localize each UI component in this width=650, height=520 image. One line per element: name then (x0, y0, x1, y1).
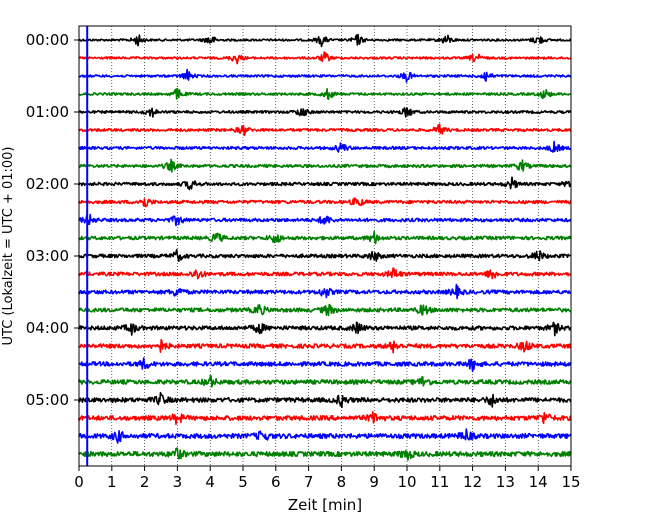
x-tick-label: 15 (561, 473, 580, 491)
trace-00:30 (78, 68, 572, 83)
y-tick-label: 03:00 (26, 247, 69, 265)
trace-05:15 (78, 411, 572, 426)
trace-04:30 (78, 357, 572, 373)
trace-02:45 (78, 230, 572, 245)
plot-frame (78, 25, 572, 467)
trace-02:15 (78, 197, 572, 208)
y-axis-ticks: 00:00 01:00 02:00 03:00 04:00 05:00 (26, 31, 79, 409)
trace-03:00 (78, 248, 572, 262)
x-tick-label: 6 (271, 473, 281, 491)
trace-05:45 (78, 447, 572, 461)
x-axis-label: Zeit [min] (288, 496, 362, 514)
x-tick-label: 7 (304, 473, 314, 491)
x-tick-label: 5 (238, 473, 248, 491)
y-tick-label: 04:00 (26, 319, 69, 337)
x-tick-label: 1 (107, 473, 117, 491)
x-tick-label: 11 (430, 473, 449, 491)
x-tick-label: 13 (496, 473, 515, 491)
trace-02:00 (78, 176, 572, 191)
y-tick-label: 01:00 (26, 103, 69, 121)
trace-01:15 (78, 123, 572, 137)
trace-04:15 (78, 338, 572, 354)
trace-01:00 (78, 107, 572, 118)
x-tick-label: 14 (529, 473, 548, 491)
trace-03:30 (78, 283, 572, 300)
trace-05:00 (78, 391, 572, 409)
seismic-traces (78, 33, 572, 461)
trace-03:15 (78, 267, 572, 280)
x-tick-label: 10 (397, 473, 416, 491)
trace-01:30 (78, 140, 572, 153)
grid-lines (111, 26, 539, 466)
x-tick-label: 2 (140, 473, 150, 491)
y-tick-label: 00:00 (26, 31, 69, 49)
trace-01:45 (78, 158, 572, 173)
trace-02:30 (78, 213, 572, 227)
trace-04:45 (78, 374, 572, 388)
x-tick-label: 12 (463, 473, 482, 491)
trace-04:00 (78, 321, 572, 337)
trace-05:30 (78, 428, 572, 444)
y-axis-label: UTC (Lokalzeit = UTC + 01:00) (1, 147, 16, 346)
trace-00:00 (78, 33, 572, 48)
x-tick-label: 3 (173, 473, 183, 491)
y-tick-label: 05:00 (26, 391, 69, 409)
trace-00:15 (78, 51, 572, 65)
x-axis-ticks: 0 1 2 3 4 5 6 7 8 9 10 11 12 13 14 15 (74, 466, 581, 491)
x-tick-label: 8 (337, 473, 347, 491)
trace-00:45 (78, 87, 572, 100)
x-tick-label: 0 (74, 473, 84, 491)
y-tick-label: 02:00 (26, 175, 69, 193)
x-tick-label: 9 (369, 473, 379, 491)
trace-03:45 (78, 303, 572, 317)
x-tick-label: 4 (205, 473, 215, 491)
